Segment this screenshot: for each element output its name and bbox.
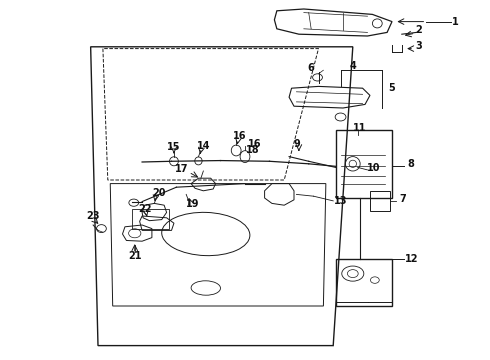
- Text: 8: 8: [407, 159, 414, 169]
- Text: 17: 17: [174, 164, 188, 174]
- Bar: [336, 259, 392, 306]
- Text: 22: 22: [138, 204, 151, 214]
- Text: 20: 20: [152, 188, 166, 198]
- Text: 16: 16: [248, 139, 262, 149]
- Bar: [336, 130, 392, 198]
- Text: 1: 1: [452, 17, 459, 27]
- Text: 7: 7: [399, 194, 406, 204]
- Text: 21: 21: [128, 251, 142, 261]
- Text: 9: 9: [293, 139, 300, 149]
- Text: 6: 6: [308, 63, 315, 73]
- Text: 14: 14: [196, 141, 210, 151]
- Bar: [370, 191, 390, 211]
- Bar: [132, 209, 169, 229]
- Text: 11: 11: [353, 123, 367, 133]
- Text: 5: 5: [389, 83, 395, 93]
- Text: 3: 3: [416, 41, 422, 51]
- Text: 10: 10: [367, 163, 380, 173]
- Text: 16: 16: [233, 131, 247, 141]
- Text: 15: 15: [167, 142, 181, 152]
- Text: 23: 23: [86, 211, 100, 221]
- Text: 4: 4: [349, 60, 356, 71]
- Text: 2: 2: [416, 25, 422, 35]
- Text: 13: 13: [334, 196, 347, 206]
- Text: 18: 18: [245, 145, 259, 156]
- Text: 19: 19: [186, 199, 199, 210]
- Text: 12: 12: [405, 254, 418, 264]
